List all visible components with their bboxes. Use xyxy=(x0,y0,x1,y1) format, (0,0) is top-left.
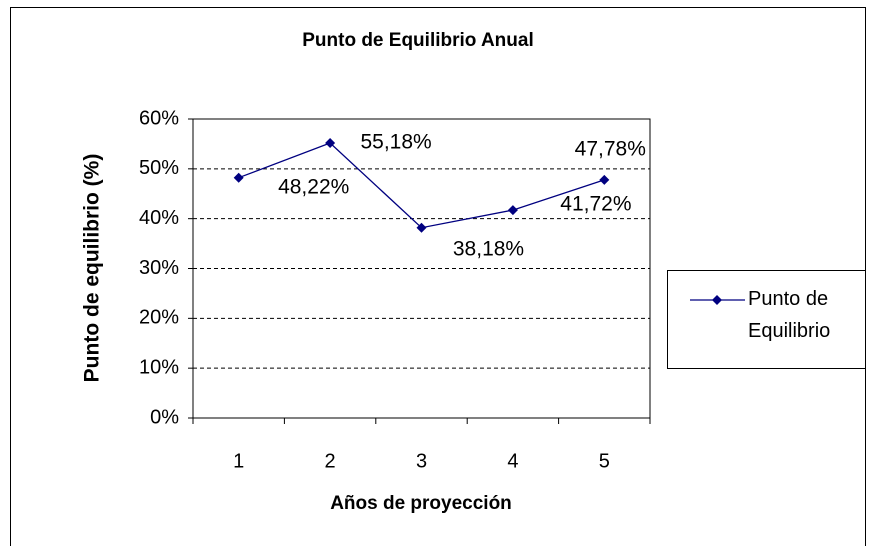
x-tick-label: 1 xyxy=(233,450,244,472)
data-label: 47,78% xyxy=(575,137,646,160)
data-label: 48,22% xyxy=(278,175,349,198)
x-tick-label: 4 xyxy=(507,450,518,472)
marker xyxy=(325,138,336,149)
y-tick-label: 10% xyxy=(139,356,179,378)
y-tick-label: 40% xyxy=(139,207,179,229)
y-tick-label: 60% xyxy=(139,107,179,129)
y-tick-label: 20% xyxy=(139,307,179,329)
x-tick-label: 3 xyxy=(416,450,427,472)
y-tick-label: 30% xyxy=(139,257,179,279)
data-label: 41,72% xyxy=(560,193,631,216)
data-label: 38,18% xyxy=(453,237,524,260)
chart-title: Punto de Equilibrio Anual xyxy=(302,30,534,51)
marker xyxy=(416,222,427,233)
x-tick-label: 2 xyxy=(325,450,336,472)
x-tick-label: 5 xyxy=(599,450,610,472)
legend-box xyxy=(667,270,866,369)
plot-frame xyxy=(192,118,651,419)
y-tick-label: 50% xyxy=(139,157,179,179)
marker xyxy=(507,205,518,216)
legend-label: Punto de Equilibrio xyxy=(748,288,831,342)
y-tick-label: 0% xyxy=(150,406,179,428)
legend-marker xyxy=(712,295,722,305)
y-axis-title: Punto de equilibrio (%) xyxy=(81,154,104,383)
legend-entry: Punto de Equilibrio xyxy=(748,288,831,342)
marker xyxy=(599,174,610,185)
data-label: 55,18% xyxy=(360,131,431,154)
marker xyxy=(233,172,244,183)
x-axis-title: Años de proyección xyxy=(330,493,512,514)
